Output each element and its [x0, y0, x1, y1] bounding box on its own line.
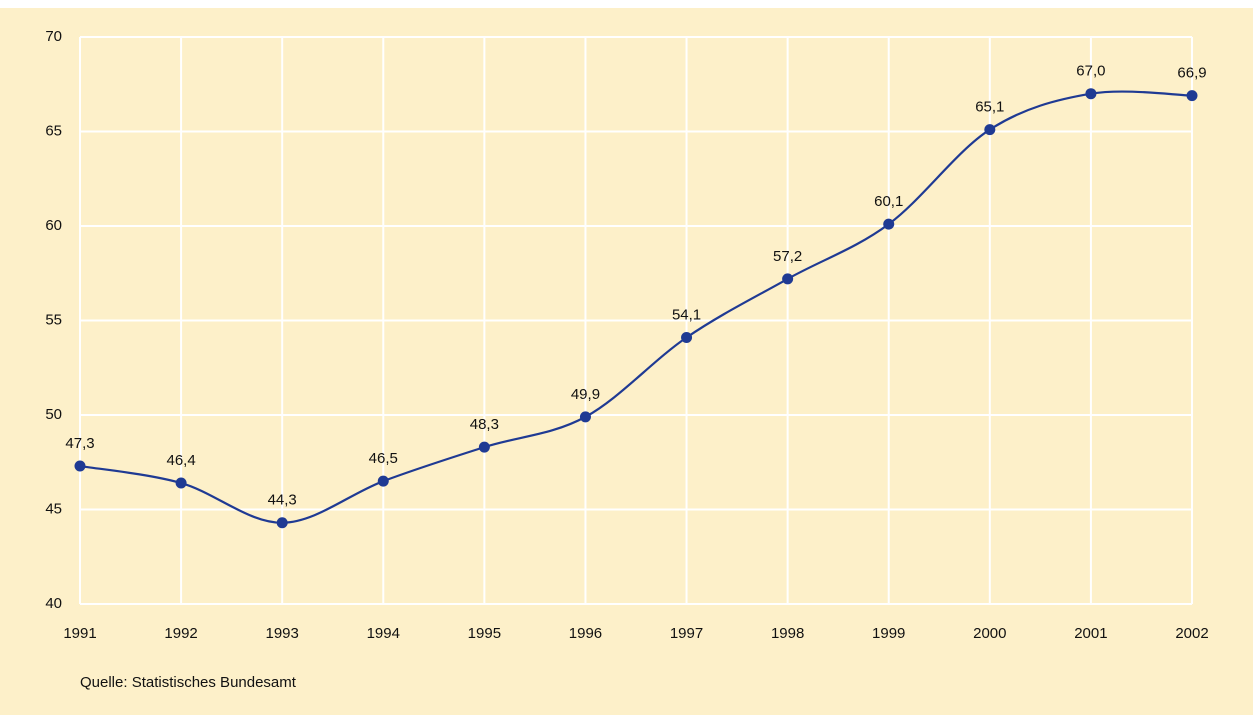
data-label: 65,1	[975, 99, 1004, 116]
data-label: 67,0	[1076, 63, 1105, 80]
data-point	[681, 332, 693, 344]
x-tick-label: 1991	[63, 625, 96, 642]
data-label: 54,1	[672, 306, 701, 323]
y-tick-label: 40	[45, 595, 62, 612]
data-point	[782, 273, 794, 285]
data-point	[883, 218, 895, 230]
data-label: 49,9	[571, 386, 600, 403]
x-tick-label: 1992	[164, 625, 197, 642]
y-tick-label: 65	[45, 122, 62, 139]
data-point	[478, 441, 490, 453]
data-label: 60,1	[874, 193, 903, 210]
data-point	[579, 411, 591, 423]
data-label: 44,3	[268, 492, 297, 509]
data-label: 47,3	[65, 435, 94, 452]
y-tick-label: 55	[45, 311, 62, 328]
line	[79, 90, 1193, 524]
x-tick-label: 2002	[1175, 625, 1208, 642]
background	[0, 8, 1253, 715]
data-point	[276, 517, 288, 529]
x-tick-label: 1994	[367, 625, 400, 642]
data-point	[1186, 90, 1198, 102]
y-tick-label: 45	[45, 500, 62, 517]
x-tick-label: 2001	[1074, 625, 1107, 642]
data-label: 66,9	[1177, 65, 1206, 82]
x-tick-label: 2000	[973, 625, 1006, 642]
y-tick-label: 70	[45, 28, 62, 45]
data-point	[175, 477, 187, 489]
x-tick-label: 1999	[872, 625, 905, 642]
x-tick-label: 1993	[265, 625, 298, 642]
data-label: 46,4	[166, 452, 195, 469]
y-tick-label: 50	[45, 406, 62, 423]
x-tick-label: 1997	[670, 625, 703, 642]
data-point	[377, 475, 389, 487]
source-note: Quelle: Statistisches Bundesamt	[80, 674, 297, 691]
x-tick-label: 1995	[468, 625, 501, 642]
y-tick-label: 60	[45, 217, 62, 234]
data-label: 48,3	[470, 416, 499, 433]
data-point	[1085, 88, 1097, 100]
x-tick-label: 1998	[771, 625, 804, 642]
data-label: 46,5	[369, 450, 398, 467]
data-label: 57,2	[773, 248, 802, 265]
x-tick-label: 1996	[569, 625, 602, 642]
data-point	[984, 124, 996, 136]
data-point	[74, 460, 86, 472]
